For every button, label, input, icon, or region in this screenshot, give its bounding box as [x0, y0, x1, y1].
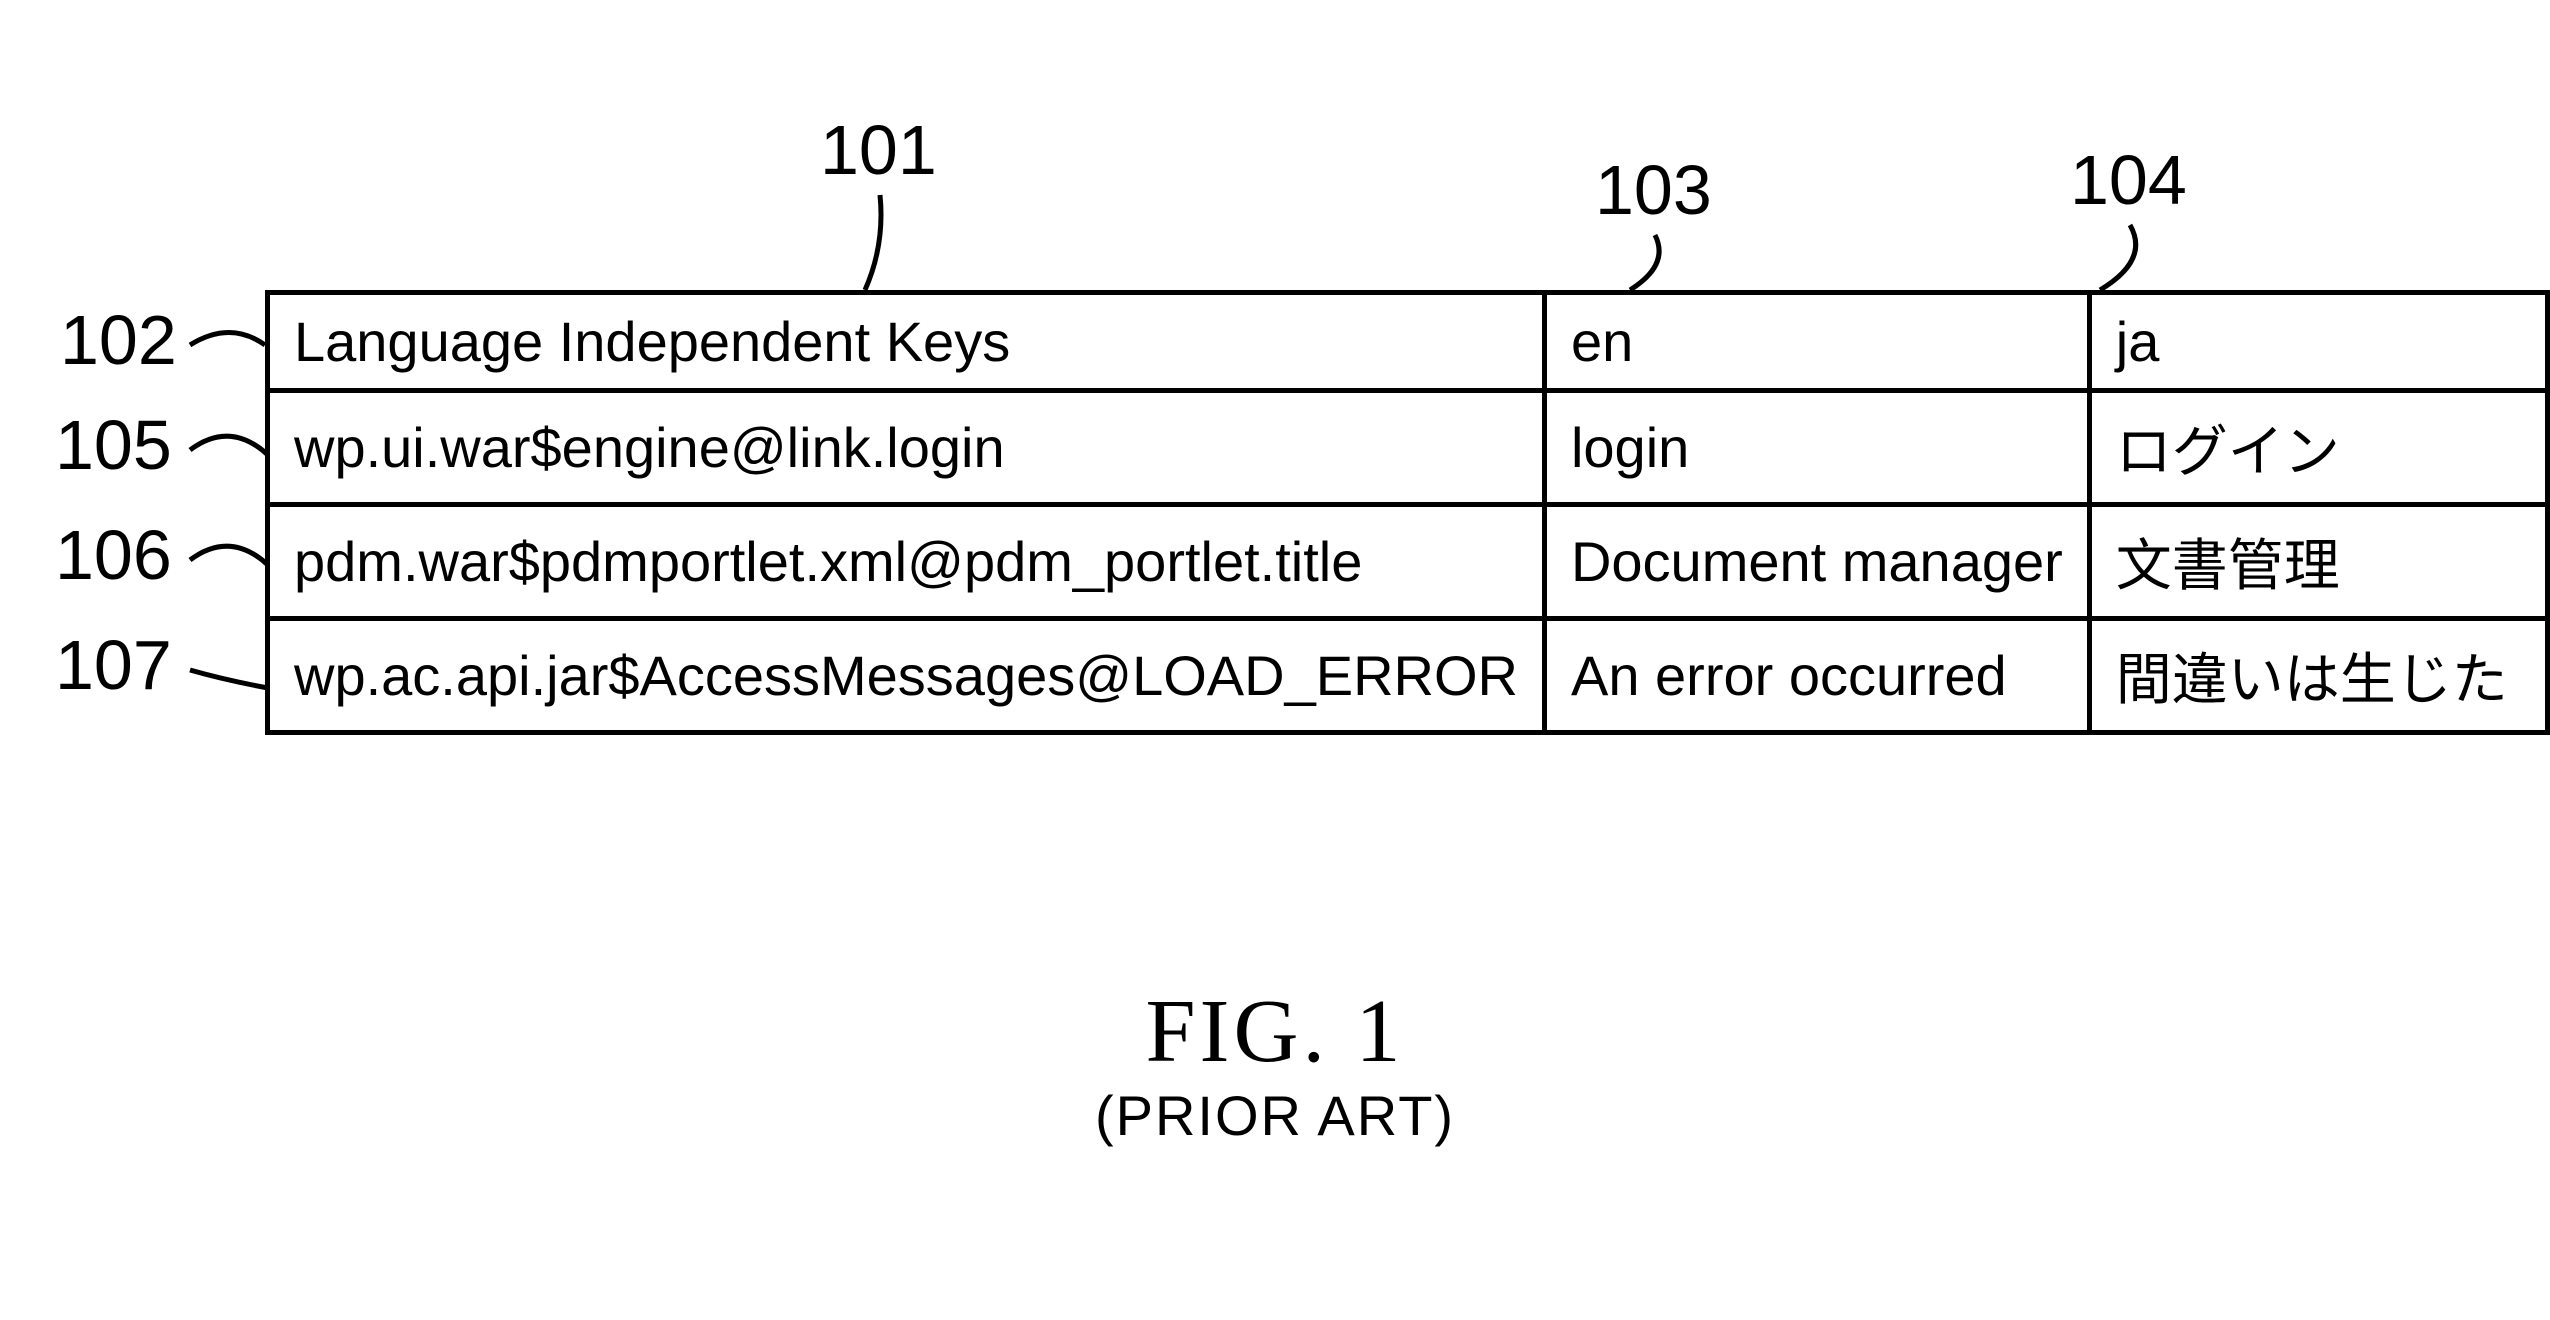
cell-key: wp.ui.war$engine@link.login: [268, 391, 1545, 505]
translation-table: Language Independent Keys en ja wp.ui.wa…: [265, 290, 2550, 735]
cell-ja: 間違いは生じた: [2089, 619, 2547, 733]
cell-en: Document manager: [1544, 505, 2089, 619]
cell-ja: 文書管理: [2089, 505, 2547, 619]
table-row: wp.ui.war$engine@link.login login ログイン: [268, 391, 2548, 505]
table-row: Language Independent Keys en ja: [268, 293, 2548, 391]
table-row: pdm.war$pdmportlet.xml@pdm_portlet.title…: [268, 505, 2548, 619]
cell-key: pdm.war$pdmportlet.xml@pdm_portlet.title: [268, 505, 1545, 619]
cell-key: wp.ac.api.jar$AccessMessages@LOAD_ERROR: [268, 619, 1545, 733]
cell-en: login: [1544, 391, 2089, 505]
cell-ja: ja: [2089, 293, 2547, 391]
cell-en: An error occurred: [1544, 619, 2089, 733]
caption-prior: (PRIOR ART): [0, 1083, 2550, 1148]
figure-canvas: { "callouts": { "c101": "101", "c102": "…: [0, 0, 2550, 1320]
figure-caption: FIG. 1 (PRIOR ART): [0, 980, 2550, 1148]
caption-fig: FIG. 1: [0, 980, 2550, 1083]
table-row: wp.ac.api.jar$AccessMessages@LOAD_ERROR …: [268, 619, 2548, 733]
cell-ja: ログイン: [2089, 391, 2547, 505]
cell-en: en: [1544, 293, 2089, 391]
cell-key: Language Independent Keys: [268, 293, 1545, 391]
